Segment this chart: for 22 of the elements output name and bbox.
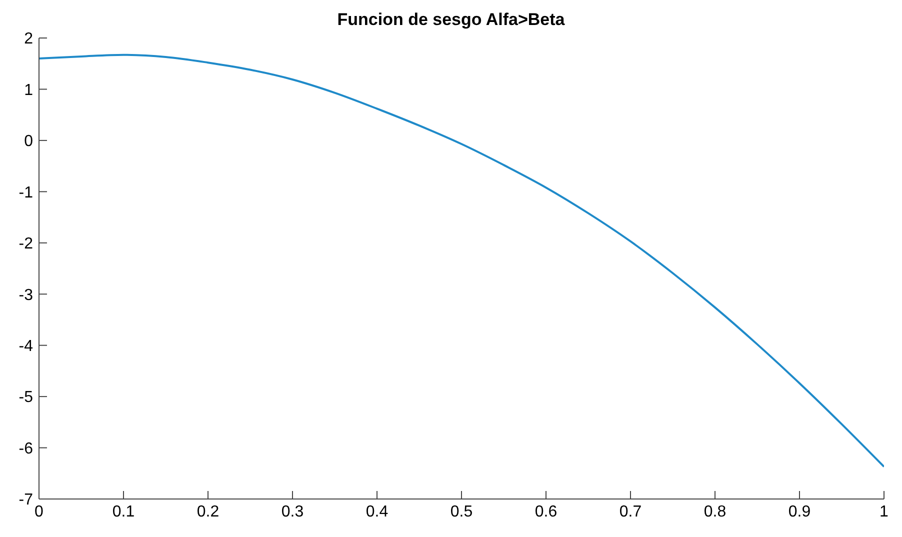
x-tick-label: 0.8 — [704, 503, 726, 520]
y-tick-label: -6 — [18, 440, 34, 458]
x-tick-label: 0.7 — [619, 503, 642, 520]
x-tick-label: 0.6 — [534, 503, 558, 520]
y-tick-label: -4 — [18, 338, 34, 356]
y-tick-label: -5 — [18, 389, 34, 406]
y-tick-label: -1 — [18, 184, 34, 202]
y-tick-label: -3 — [18, 286, 34, 304]
x-tick-label: 0.4 — [366, 503, 388, 520]
x-tick-label: 0.2 — [196, 503, 220, 520]
x-tick-label: 0.5 — [450, 503, 473, 520]
x-tick-label: 0.1 — [112, 503, 135, 520]
y-tick-label: -2 — [18, 236, 34, 253]
x-tick-label: 0.9 — [788, 503, 811, 520]
y-tick-label: 1 — [24, 82, 34, 99]
y-tick-label: 0 — [24, 133, 34, 150]
x-tick-label: 0.3 — [281, 503, 304, 520]
y-tick-label: -7 — [18, 492, 34, 509]
chart-title: Funcion de sesgo Alfa>Beta — [336, 10, 566, 30]
y-tick-label: 2 — [24, 30, 34, 48]
x-tick-label: 1 — [880, 503, 889, 520]
line-series — [39, 54, 884, 468]
